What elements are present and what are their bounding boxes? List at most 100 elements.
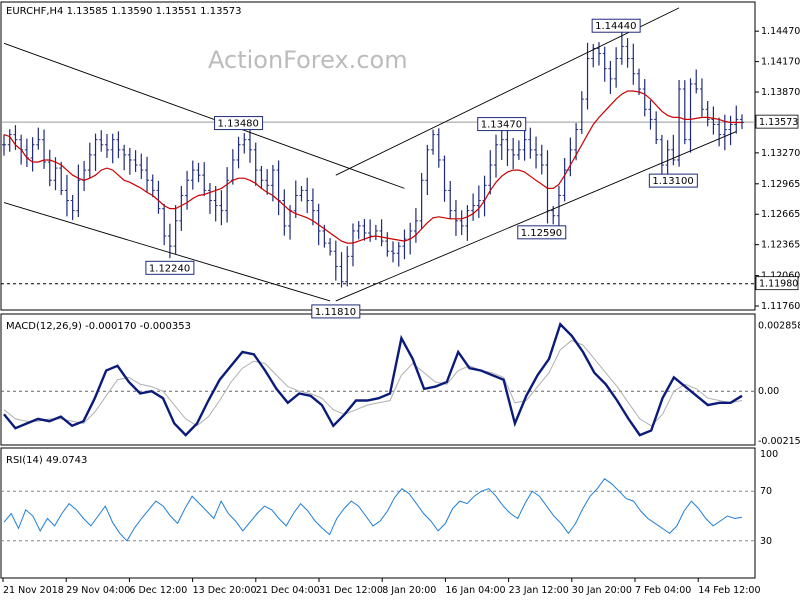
ohlc-bar — [99, 130, 104, 152]
price-label-box — [311, 304, 361, 319]
price-panel: EURCHF,H4 1.13585 1.13590 1.13551 1.1357… — [0, 1, 756, 311]
ohlc-bar — [585, 42, 590, 110]
ohlc-bar — [602, 46, 607, 82]
ohlc-bar — [7, 129, 12, 152]
price-label: 1.14440 — [591, 18, 641, 33]
ohlc-bar — [339, 252, 344, 288]
ohlc-bar — [465, 205, 470, 241]
ohlc-bar — [562, 158, 567, 202]
price-label-text: 1.13480 — [218, 119, 259, 130]
rsi-panel-title: RSI(14) 49.0743 — [6, 455, 87, 466]
ohlc-bar — [694, 69, 699, 94]
watermark: ActionForex.com — [208, 46, 408, 74]
ohlc-bar — [728, 115, 733, 146]
ohlc-bar — [425, 144, 430, 196]
x-tick-label: 31 Dec 12:00 — [319, 585, 383, 596]
price-label-box — [517, 225, 567, 240]
price-label: 1.12240 — [145, 260, 195, 275]
ohlc-bar — [705, 101, 710, 127]
ohlc-bar — [24, 138, 29, 167]
ohlc-bar — [396, 242, 401, 267]
ohlc-bar — [328, 238, 333, 256]
ohlc-bar — [631, 43, 636, 85]
ohlc-bar — [619, 32, 624, 65]
ohlc-bar — [459, 210, 464, 236]
price-label-text: 1.13470 — [481, 120, 522, 131]
ohlc-bar — [659, 134, 664, 179]
ohlc-bar — [59, 161, 64, 196]
ohlc-bar — [116, 131, 121, 159]
macd-series-layer — [1, 322, 755, 437]
price-label-text: 1.13100 — [652, 176, 693, 187]
ohlc-bar — [556, 185, 561, 232]
ohlc-bar — [2, 134, 6, 156]
macd-tick-label: -0.002158 — [758, 436, 800, 447]
price-labels: 1.14440 1.13480 1.13470 1.13100 1.12590 1.122… — [145, 18, 698, 319]
moving-average-line — [3, 90, 742, 244]
ohlc-bar — [110, 133, 115, 164]
price-tick-label: 1.12665 — [761, 209, 800, 220]
ohlc-bar — [362, 219, 367, 241]
price-label-box — [214, 116, 264, 131]
rsi-tick-label: 30 — [760, 536, 772, 547]
ohlc-bar — [310, 188, 315, 226]
ohlc-bar — [213, 186, 218, 222]
ohlc-bar — [70, 195, 75, 221]
x-tick-label: 21 Dec 04:00 — [256, 585, 320, 596]
ohlc-bar — [122, 144, 127, 171]
ohlc-bar — [682, 80, 687, 145]
ohlc-bar — [373, 224, 378, 241]
price-series-layer — [1, 32, 755, 288]
macd-tick-label: 0.002858 — [758, 320, 800, 331]
ohlc-bar — [591, 43, 596, 68]
ohlc-bar — [173, 205, 178, 255]
price-label-box — [477, 117, 527, 132]
x-tick-label: 13 Dec 20:00 — [193, 585, 257, 596]
ohlc-bar — [82, 160, 87, 192]
rising-upper-line — [335, 7, 680, 176]
ohlc-bar — [345, 246, 350, 287]
price-label: 1.13470 — [477, 117, 527, 132]
price-label-text: 1.11810 — [315, 307, 356, 318]
price-tick-label: 1.11760 — [761, 301, 800, 312]
last-price-tag-box — [755, 114, 799, 129]
ohlc-bar — [419, 172, 424, 230]
price-tick-label: 1.13270 — [761, 148, 800, 159]
price-label: 1.13100 — [648, 173, 698, 188]
price-label-text: 1.12240 — [149, 263, 190, 274]
x-tick-label: 29 Nov 04:00 — [66, 585, 130, 596]
ohlc-bar — [145, 156, 150, 193]
ohlc-bar — [431, 129, 436, 155]
ohlc-bar — [385, 232, 390, 257]
ohlc-bar — [453, 200, 458, 236]
ohlc-bar — [642, 79, 647, 117]
x-tick-label: 14 Feb 12:00 — [698, 585, 760, 596]
ohlc-bar — [511, 138, 516, 170]
support-level-tag-box — [755, 276, 799, 291]
ohlc-bar — [196, 162, 201, 183]
ohlc-bar — [608, 60, 613, 94]
price-tick-label: 1.12365 — [761, 240, 800, 251]
support-level-tag: 1.11980 — [755, 276, 799, 291]
ohlc-bar — [740, 114, 744, 130]
ohlc-bar — [579, 91, 584, 134]
ohlc-bar — [276, 160, 281, 216]
ohlc-bar — [47, 149, 52, 187]
channel-upper-line — [3, 42, 405, 189]
ohlc-bar — [677, 80, 682, 167]
ohlc-bar — [391, 241, 396, 263]
ohlc-bar — [242, 133, 247, 154]
ohlc-bar — [671, 134, 676, 166]
ohlc-bar — [665, 140, 670, 176]
ohlc-bar — [76, 164, 81, 218]
ohlc-bar — [516, 140, 521, 160]
ohlc-bar — [53, 157, 58, 191]
trendlines — [3, 7, 737, 302]
ohlc-bar — [179, 186, 184, 231]
ohlc-bar — [139, 153, 144, 180]
ohlc-bar — [711, 106, 716, 135]
axes: 1.14470 1.14170 1.13870 1.13270 1.12965 1.126… — [2, 26, 800, 596]
ohlc-bar — [282, 189, 287, 236]
x-tick-label: 8 Jan 20:00 — [382, 585, 436, 596]
ohlc-bar — [356, 221, 361, 240]
